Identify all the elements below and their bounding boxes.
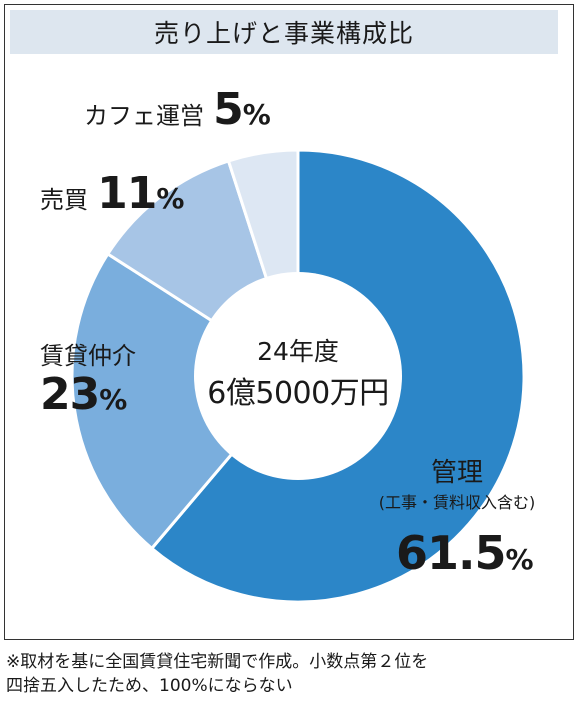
label-cafe-name: カフェ運営 [84,102,204,130]
label-baibai-pct: 11 [97,168,157,219]
center-total-label: 6億5000万円 [207,376,389,411]
center-year-label: 24年度 [257,337,339,366]
label-kanri-value: 61.5% [396,526,534,580]
chart-title: 売り上げと事業構成比 [10,10,558,54]
label-kanri-name: 管理 [430,458,483,488]
label-chintai-pct: 23 [40,369,100,420]
slice-chintai [70,251,301,551]
label-kanri-pct: 61.5 [396,526,506,580]
donut-hole [194,272,402,480]
label-chintai-sign: % [99,383,128,416]
label-baibai-name: 売買 [40,186,88,214]
label-cafe: カフェ運営 5% [84,84,271,135]
label-baibai: 売買 11% [40,168,184,219]
label-kanri-sign: % [505,543,534,576]
label-baibai-sign: % [156,182,185,215]
label-chintai: 賃貸仲介 23% [40,336,136,420]
label-kanri-sub: (工事・賃料収入含む) [378,493,536,512]
label-kanri: 管理 (工事・賃料収入含む) [352,452,562,513]
label-chintai-name: 賃貸仲介 [40,342,136,370]
label-cafe-sign: % [242,98,271,131]
footnote-line1: ※取材を基に全国賃貸住宅新聞で作成。小数点第２位を [6,652,429,672]
label-cafe-pct: 5 [213,84,244,135]
footnote-line2: 四捨五入したため、100%にならない [6,676,293,696]
donut-slices [70,148,526,604]
footnote: ※取材を基に全国賃貸住宅新聞で作成。小数点第２位を 四捨五入したため、100%に… [6,650,574,698]
